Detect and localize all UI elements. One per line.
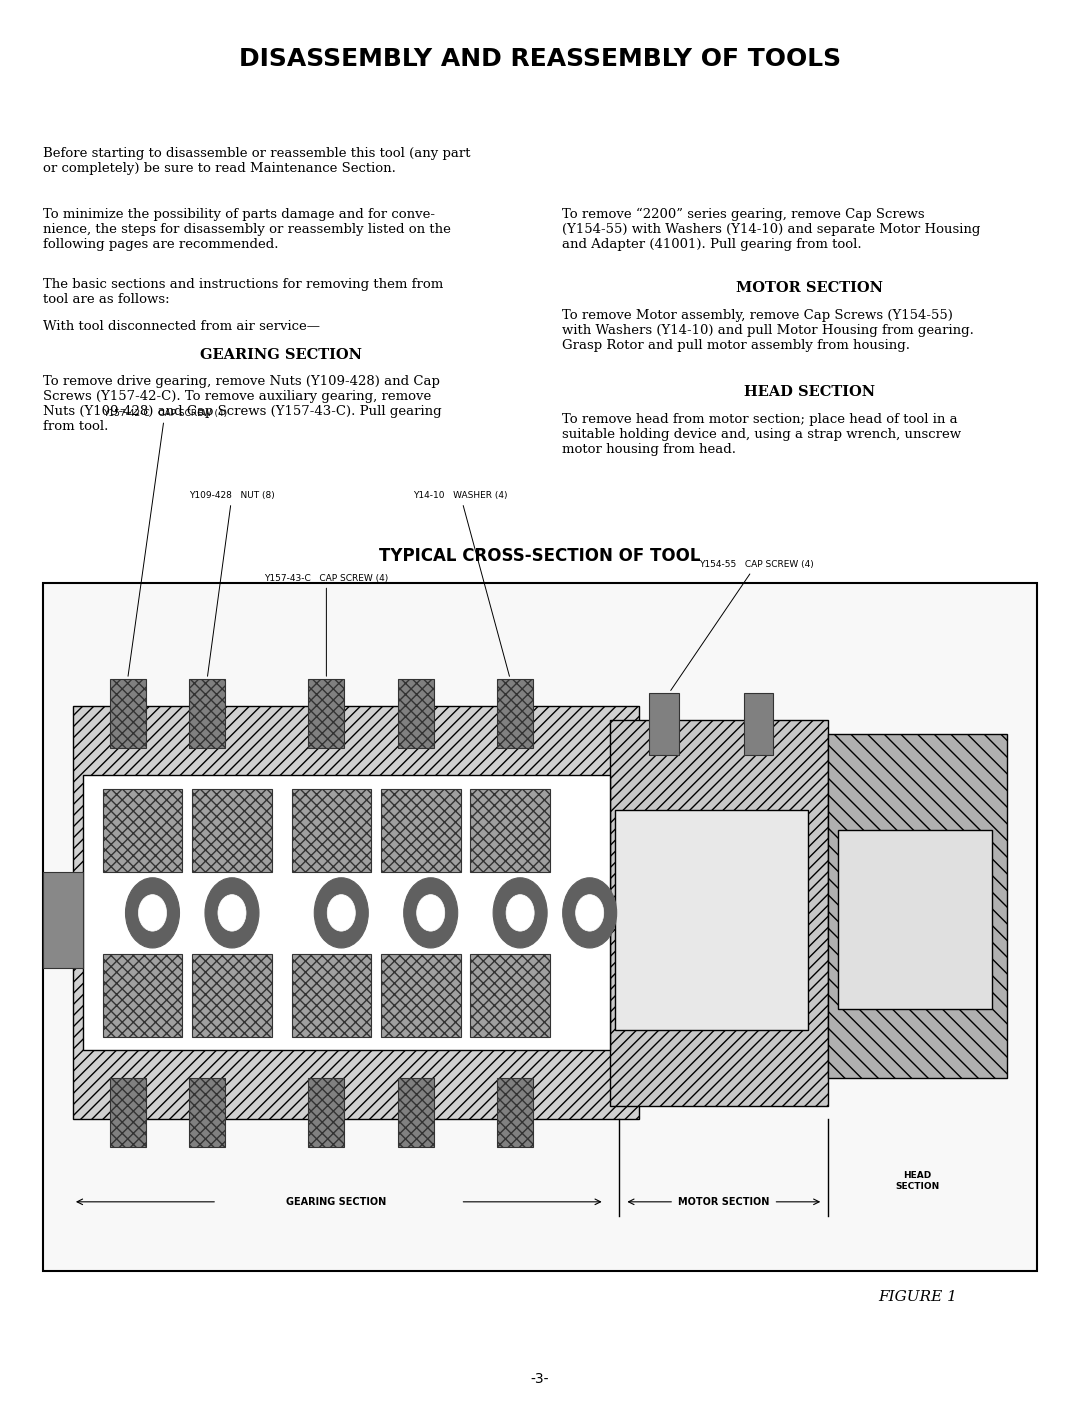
Text: To remove “2200” series gearing, remove Cap Screws
(Y154-55) with Washers (Y14-1: To remove “2200” series gearing, remove … [562,208,980,251]
Text: HEAD
SECTION: HEAD SECTION [895,1171,940,1191]
Bar [309,680,345,748]
Bar [189,680,225,748]
Text: Y14-10   WASHER (4): Y14-10 WASHER (4) [414,491,510,677]
Bar [110,1078,146,1147]
Bar [397,1078,434,1147]
Text: DISASSEMBLY AND REASSEMBLY OF TOOLS: DISASSEMBLY AND REASSEMBLY OF TOOLS [239,46,841,72]
Bar [828,734,1007,1078]
Bar [471,955,550,1036]
Circle shape [327,894,355,931]
Bar [309,1078,345,1147]
Bar [381,955,460,1036]
Circle shape [417,894,445,931]
Text: Before starting to disassemble or reassemble this tool (any part
or completely) : Before starting to disassemble or reasse… [43,147,471,176]
Text: Y109-428   NUT (8): Y109-428 NUT (8) [189,491,274,677]
Bar [73,706,639,1119]
Bar [838,830,993,1009]
Bar [292,955,372,1036]
Bar [744,692,773,755]
Text: To remove drive gearing, remove Nuts (Y109-428) and Cap
Screws (Y157-42-C). To r: To remove drive gearing, remove Nuts (Y1… [43,375,442,432]
Text: With tool disconnected from air service—: With tool disconnected from air service— [43,320,320,333]
Text: MOTOR SECTION: MOTOR SECTION [678,1196,770,1207]
Circle shape [563,878,617,948]
Text: GEARING SECTION: GEARING SECTION [286,1196,387,1207]
Circle shape [138,894,166,931]
Bar [497,1078,534,1147]
Circle shape [494,878,548,948]
Bar [189,1078,225,1147]
Bar [615,810,808,1031]
Bar [471,789,550,872]
Text: -3-: -3- [530,1372,550,1386]
Bar [609,720,828,1105]
Bar [103,789,183,872]
Text: MOTOR SECTION: MOTOR SECTION [737,281,883,295]
Text: TYPICAL CROSS-SECTION OF TOOL: TYPICAL CROSS-SECTION OF TOOL [379,548,701,564]
Circle shape [314,878,368,948]
Bar [649,692,679,755]
Bar [110,680,146,748]
Bar [292,789,372,872]
Bar [103,955,183,1036]
Text: To remove Motor assembly, remove Cap Screws (Y154-55)
with Washers (Y14-10) and : To remove Motor assembly, remove Cap Scr… [562,309,973,352]
Bar [397,680,434,748]
Text: To minimize the possibility of parts damage and for conve-
nience, the steps for: To minimize the possibility of parts dam… [43,208,451,251]
Bar [497,680,534,748]
Text: To remove head from motor section; place head of tool in a
suitable holding devi: To remove head from motor section; place… [562,413,961,456]
Circle shape [404,878,458,948]
Circle shape [576,894,604,931]
Bar [43,583,1037,1271]
Bar [83,775,609,1050]
Circle shape [507,894,535,931]
Text: GEARING SECTION: GEARING SECTION [200,348,362,362]
Bar [381,789,460,872]
Bar [192,955,272,1036]
Circle shape [125,878,179,948]
Text: Y157-43-C   CAP SCREW (4): Y157-43-C CAP SCREW (4) [265,574,389,677]
Bar [192,789,272,872]
Text: HEAD SECTION: HEAD SECTION [744,385,876,399]
Circle shape [205,878,259,948]
Text: Y154-55   CAP SCREW (4): Y154-55 CAP SCREW (4) [671,560,813,691]
Text: The basic sections and instructions for removing them from
tool are as follows:: The basic sections and instructions for … [43,278,444,306]
Bar [43,872,83,967]
Text: Y157-42-C   CAP SCREW (4): Y157-42-C CAP SCREW (4) [103,409,227,677]
Circle shape [218,894,246,931]
Text: FIGURE 1: FIGURE 1 [878,1290,958,1304]
